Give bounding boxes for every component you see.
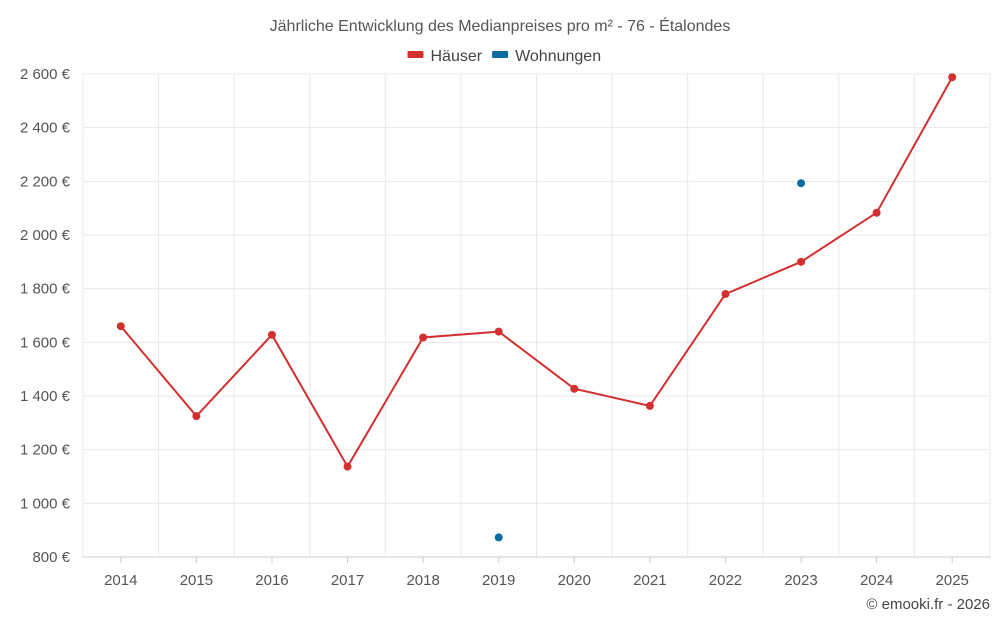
x-tick-label: 2023 [784,572,817,589]
y-axis: 800 € 1 000 € 1 200 € 1 400 € 1 600 € 1 800 €… [20,66,71,566]
grid-lines [82,73,991,557]
data-point-wohnungen[interactable] [494,533,503,542]
legend-label-h-user[interactable]: Häuser [431,48,483,65]
x-tick-label: 2018 [406,572,439,589]
x-tick-label: 2015 [180,572,213,589]
data-point-h-user[interactable] [570,384,579,393]
legend: Häuser Wohnungen [407,48,601,65]
data-point-h-user[interactable] [872,208,881,217]
data-point-h-user[interactable] [721,290,730,299]
y-tick-label: 1 400 € [20,388,71,405]
data-point-h-user[interactable] [192,412,201,421]
data-point-h-user[interactable] [797,257,806,266]
x-tick-label: 2024 [860,572,893,589]
data-point-h-user[interactable] [645,401,654,410]
y-tick-label: 2 200 € [20,173,71,190]
x-tick-label: 2019 [482,572,515,589]
y-tick-label: 1 600 € [20,334,71,351]
legend-swatch-wohnungen [492,51,509,58]
x-axis: 2014 2015 2016 2017 2018 2019 2020 2021 2022 2023… [83,556,990,589]
y-tick-label: 1 000 € [20,495,71,512]
x-tick-label: 2025 [936,572,969,589]
chart-title: Jährliche Entwicklung des Medianpreises … [270,16,731,35]
y-tick-label: 1 200 € [20,442,71,459]
y-tick-label: 2 600 € [20,66,71,83]
data-point-h-user[interactable] [116,322,125,331]
data-point-wohnungen[interactable] [797,179,806,188]
data-series [116,73,957,542]
x-tick-label: 2021 [633,572,666,589]
y-tick-label: 2 000 € [20,227,71,244]
y-tick-label: 800 € [32,549,70,566]
data-point-h-user[interactable] [948,73,957,82]
legend-label-wohnungen[interactable]: Wohnungen [515,48,601,65]
y-tick-label: 2 400 € [20,120,71,137]
x-tick-label: 2017 [331,572,364,589]
legend-swatch-h-user [407,51,424,58]
x-tick-label: 2020 [558,572,591,589]
data-point-h-user[interactable] [267,330,276,339]
data-point-h-user[interactable] [343,462,352,471]
y-tick-label: 1 800 € [20,281,71,298]
x-tick-label: 2014 [104,572,137,589]
data-point-h-user[interactable] [494,327,503,336]
series-line-h-user [120,76,954,469]
x-tick-label: 2016 [255,572,288,589]
x-tick-label: 2022 [709,572,742,589]
data-point-h-user[interactable] [419,333,428,342]
credit-text: © emooki.fr - 2026 [866,596,990,613]
